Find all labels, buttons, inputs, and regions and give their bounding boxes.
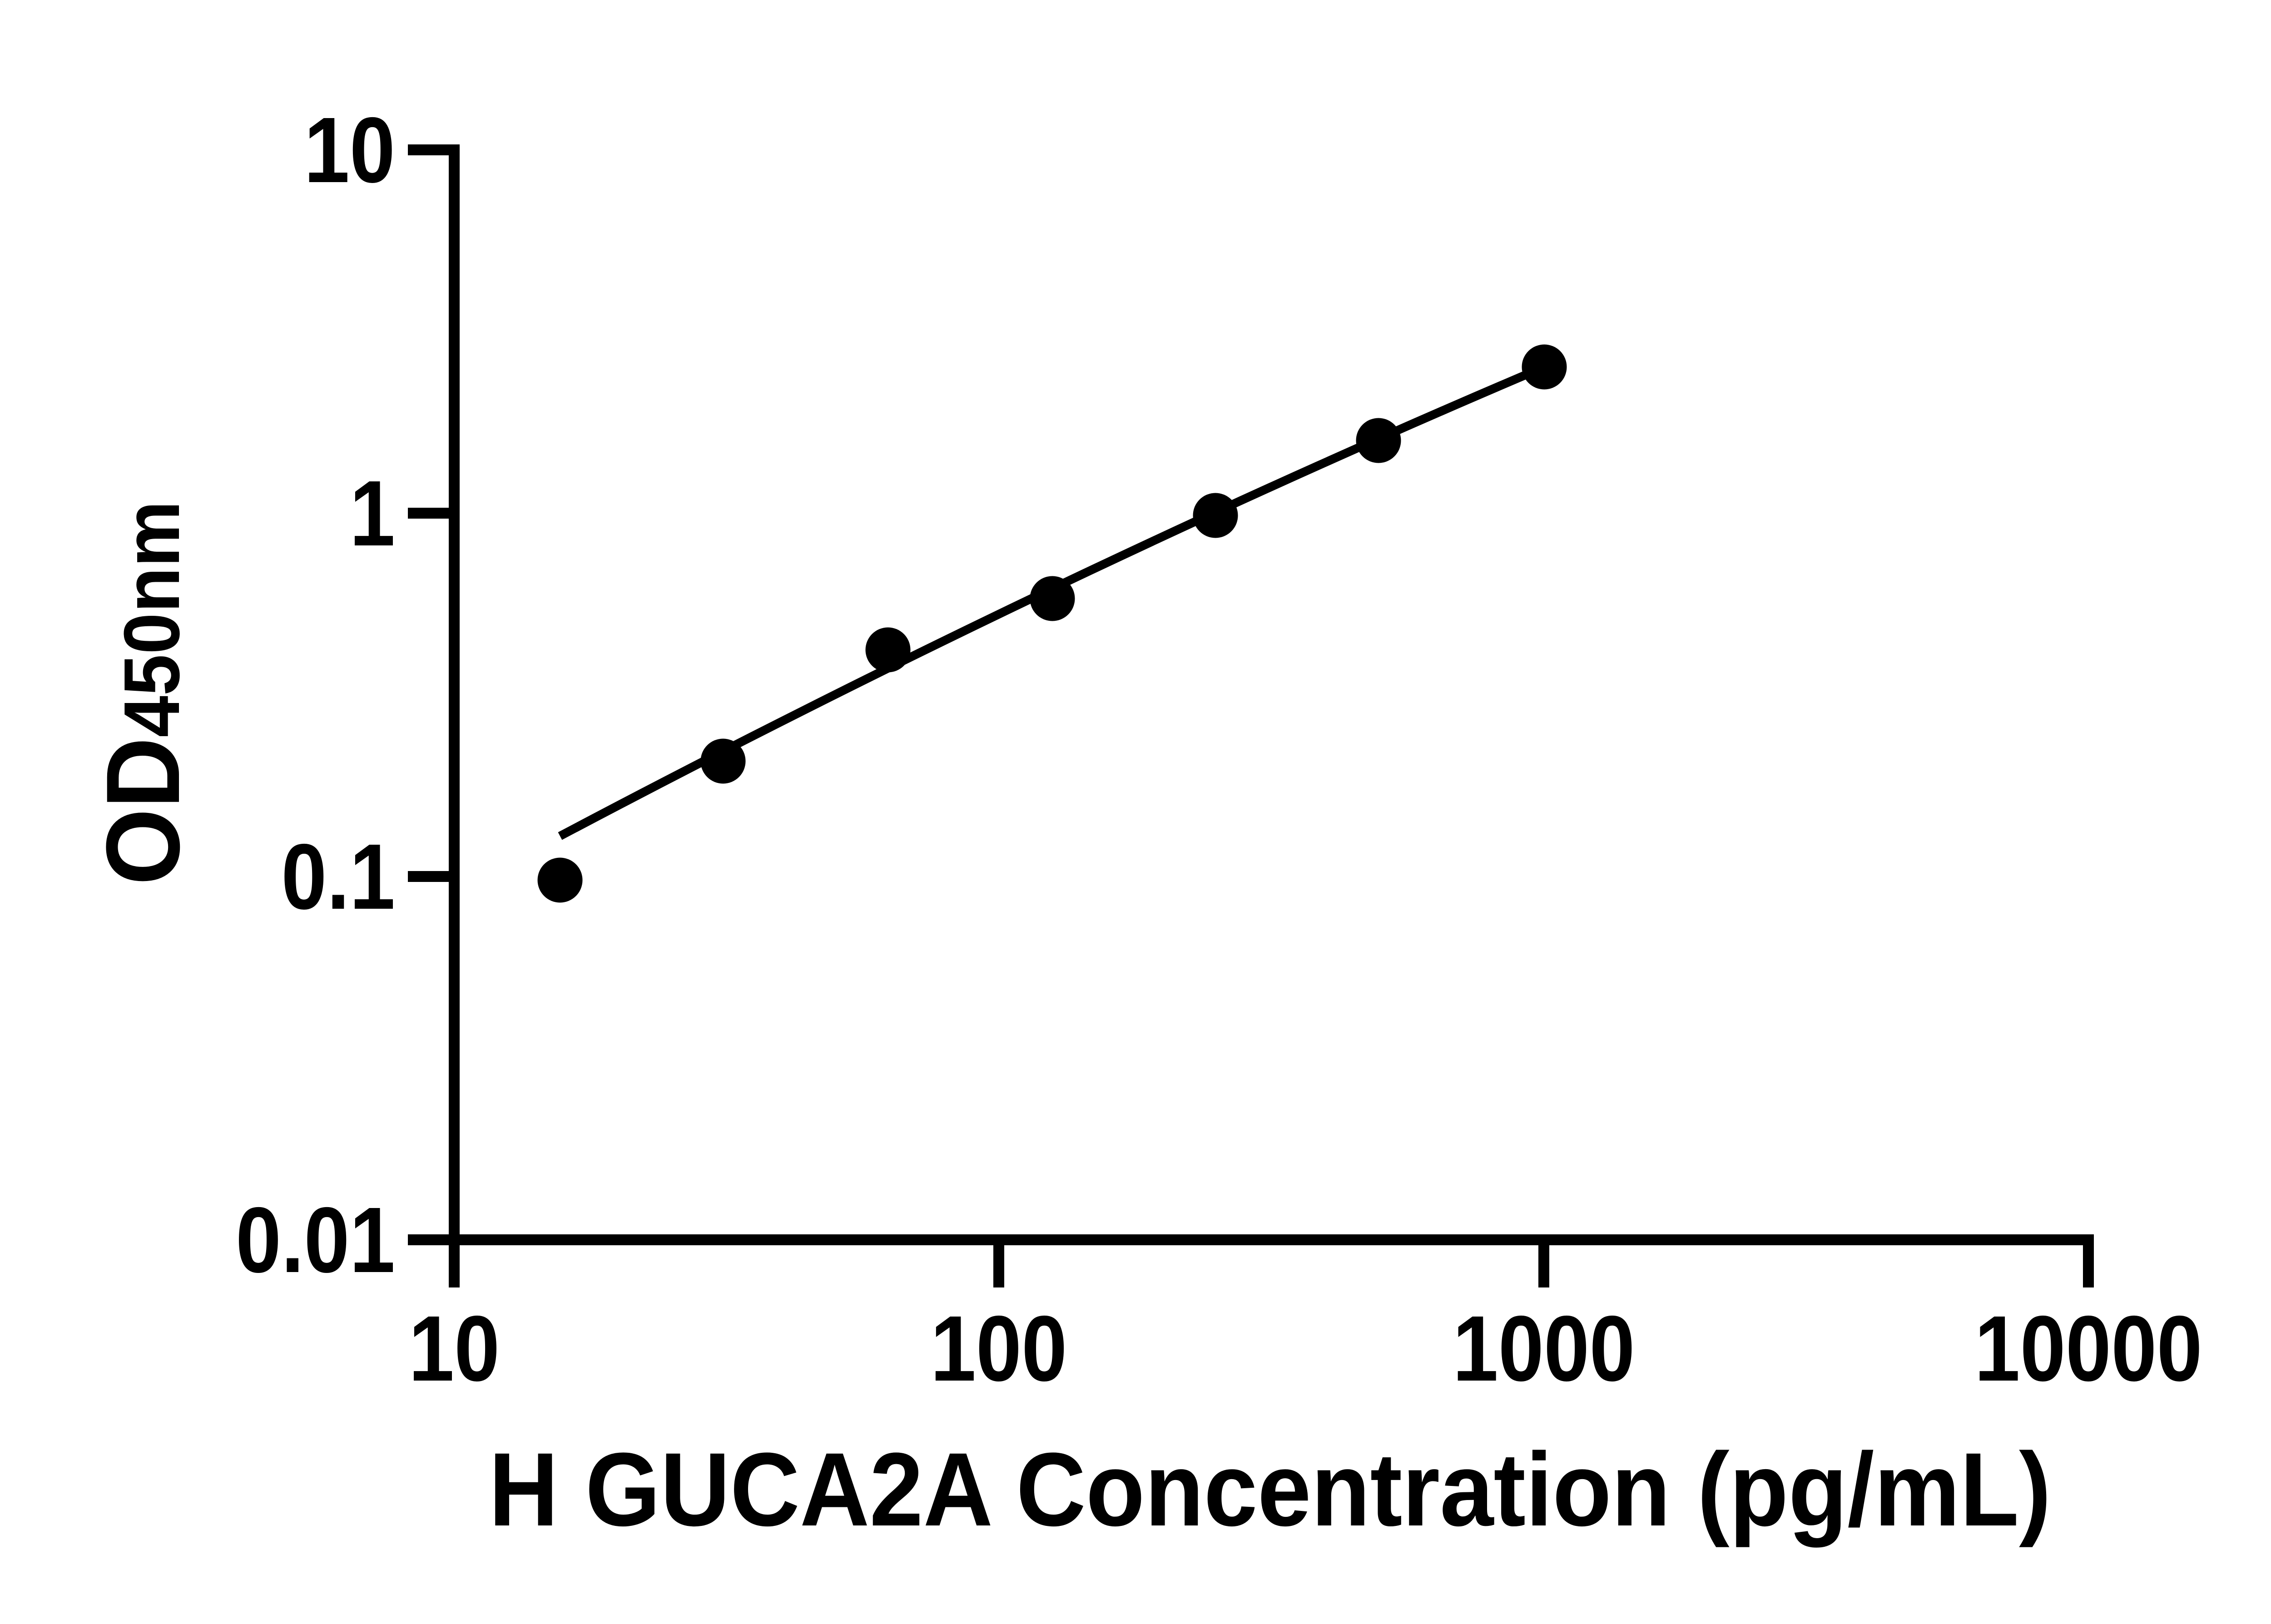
svg-text:1: 1: [350, 461, 395, 565]
svg-text:0.1: 0.1: [281, 824, 395, 928]
svg-text:10000: 10000: [1974, 1296, 2202, 1400]
svg-text:10: 10: [409, 1296, 500, 1400]
svg-text:100: 100: [931, 1296, 1067, 1400]
svg-text:10: 10: [304, 98, 395, 202]
svg-text:1000: 1000: [1453, 1296, 1635, 1400]
svg-text:0.01: 0.01: [236, 1188, 395, 1292]
svg-text:H GUCA2A Concentration (pg/mL): H GUCA2A Concentration (pg/mL): [489, 1431, 2051, 1548]
